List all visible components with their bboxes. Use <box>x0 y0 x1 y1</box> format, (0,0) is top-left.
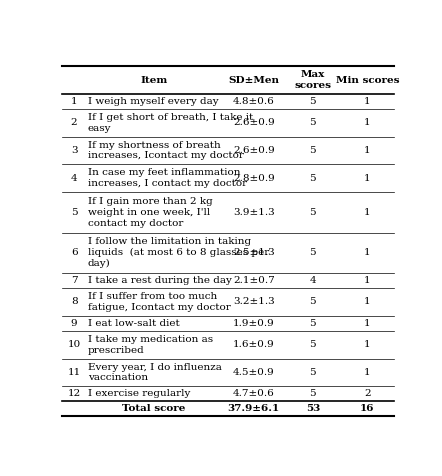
Text: 53: 53 <box>306 404 320 413</box>
Text: 1: 1 <box>364 174 370 183</box>
Text: 5: 5 <box>71 208 77 217</box>
Text: 1: 1 <box>364 298 370 307</box>
Text: 4.7±0.6: 4.7±0.6 <box>233 389 274 398</box>
Text: 5: 5 <box>309 119 316 128</box>
Text: 1: 1 <box>364 276 370 285</box>
Text: Min scores: Min scores <box>335 76 399 85</box>
Text: 1.9±0.9: 1.9±0.9 <box>233 319 274 328</box>
Text: If I get short of breath, I take it
easy: If I get short of breath, I take it easy <box>88 113 253 133</box>
Text: 11: 11 <box>68 368 81 377</box>
Text: I take my medication as
prescribed: I take my medication as prescribed <box>88 335 213 355</box>
Text: 2.6±0.9: 2.6±0.9 <box>233 119 274 128</box>
Text: 9: 9 <box>71 319 77 328</box>
Text: 5: 5 <box>309 248 316 258</box>
Text: If my shortness of breath
increases, Icontact my doctor: If my shortness of breath increases, Ico… <box>88 141 244 160</box>
Text: 5: 5 <box>309 298 316 307</box>
Text: 1: 1 <box>364 368 370 377</box>
Text: I follow the limitation in taking
liquids  (at most 6 to 8 glasses per
day): I follow the limitation in taking liquid… <box>88 238 269 268</box>
Text: 7: 7 <box>71 276 77 285</box>
Text: 4.5±0.9: 4.5±0.9 <box>233 368 274 377</box>
Text: I take a rest during the day: I take a rest during the day <box>88 276 232 285</box>
Text: Total score: Total score <box>122 404 186 413</box>
Text: 5: 5 <box>309 146 316 155</box>
Text: 1: 1 <box>364 248 370 258</box>
Text: 8: 8 <box>71 298 77 307</box>
Text: 2.1±0.7: 2.1±0.7 <box>233 276 274 285</box>
Text: If I suffer from too much
fatigue, Icontact my doctor: If I suffer from too much fatigue, Icont… <box>88 292 230 312</box>
Text: 5: 5 <box>309 368 316 377</box>
Text: 5: 5 <box>309 174 316 183</box>
Text: SD±Men: SD±Men <box>229 76 279 85</box>
Text: 6: 6 <box>71 248 77 258</box>
Text: 2: 2 <box>364 389 370 398</box>
Text: 3.9±1.3: 3.9±1.3 <box>233 208 274 217</box>
Text: 12: 12 <box>68 389 81 398</box>
Text: 2.6±0.9: 2.6±0.9 <box>233 146 274 155</box>
Text: 1: 1 <box>364 146 370 155</box>
Text: 1: 1 <box>364 340 370 349</box>
Text: I eat low-salt diet: I eat low-salt diet <box>88 319 179 328</box>
Text: 2.5±1.3: 2.5±1.3 <box>233 248 274 258</box>
Text: If I gain more than 2 kg
weight in one week, I'll
contact my doctor: If I gain more than 2 kg weight in one w… <box>88 197 213 228</box>
Text: 4: 4 <box>309 276 316 285</box>
Text: 1: 1 <box>364 119 370 128</box>
Text: 2: 2 <box>71 119 77 128</box>
Text: 2.8±0.9: 2.8±0.9 <box>233 174 274 183</box>
Text: 3: 3 <box>71 146 77 155</box>
Text: 1.6±0.9: 1.6±0.9 <box>233 340 274 349</box>
Text: 10: 10 <box>68 340 81 349</box>
Text: 5: 5 <box>309 97 316 106</box>
Text: 1: 1 <box>71 97 77 106</box>
Text: Every year, I do influenza
vaccination: Every year, I do influenza vaccination <box>88 363 221 382</box>
Text: 1: 1 <box>364 208 370 217</box>
Text: 37.9±6.1: 37.9±6.1 <box>228 404 280 413</box>
Text: Max
scores: Max scores <box>294 70 332 90</box>
Text: 5: 5 <box>309 208 316 217</box>
Text: Item: Item <box>141 76 168 85</box>
Text: 4.8±0.6: 4.8±0.6 <box>233 97 274 106</box>
Text: 4: 4 <box>71 174 77 183</box>
Text: 5: 5 <box>309 389 316 398</box>
Text: In case my feet inflammation
increases, I contact my doctor: In case my feet inflammation increases, … <box>88 169 247 188</box>
Text: 16: 16 <box>360 404 374 413</box>
Text: 5: 5 <box>309 319 316 328</box>
Text: 1: 1 <box>364 319 370 328</box>
Text: 5: 5 <box>309 340 316 349</box>
Text: I exercise regularly: I exercise regularly <box>88 389 190 398</box>
Text: 1: 1 <box>364 97 370 106</box>
Text: 3.2±1.3: 3.2±1.3 <box>233 298 274 307</box>
Text: I weigh myself every day: I weigh myself every day <box>88 97 218 106</box>
